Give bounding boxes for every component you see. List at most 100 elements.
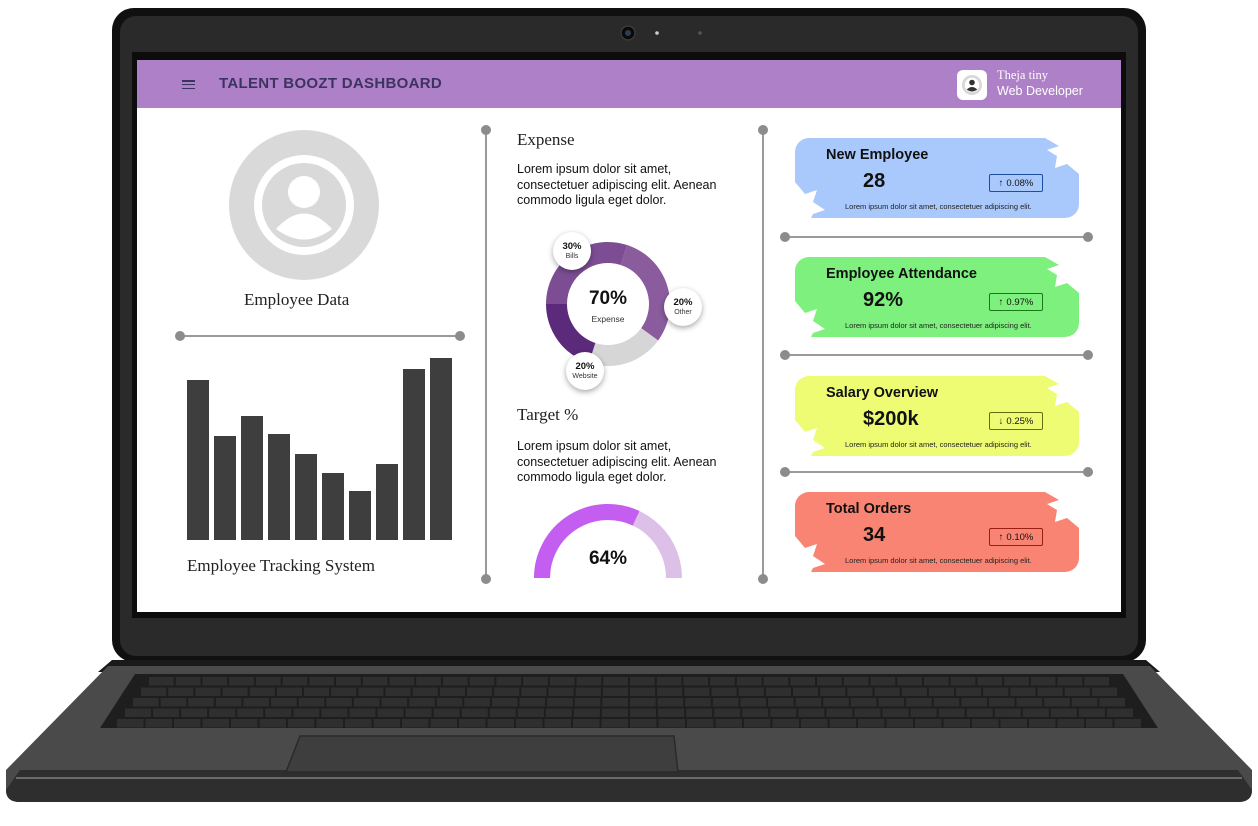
target-text-line: commodo ligula eget dolor.	[517, 470, 667, 484]
keyboard-key	[710, 677, 735, 686]
keyboard-key	[385, 687, 411, 696]
keyboard-key	[1099, 698, 1125, 707]
keyboard-key	[901, 687, 927, 696]
separator-dot	[758, 125, 768, 135]
keyboard-key	[1004, 677, 1029, 686]
menu-icon[interactable]	[182, 80, 195, 90]
card-value: $200k	[863, 408, 919, 430]
change-badge: ↓ 0.25%	[989, 412, 1043, 430]
expense-text-line: consectetuer adipiscing elit. Aenean	[517, 177, 717, 192]
keyboard-key	[601, 719, 628, 728]
keyboard-key	[141, 687, 167, 696]
screen: TALENT BOOZT DASHBOARD Theja tiny Web De…	[137, 60, 1121, 612]
keyboard-key	[1106, 708, 1133, 717]
keyboard-key	[276, 687, 302, 696]
keyboard-key	[972, 719, 999, 728]
app-header: TALENT BOOZT DASHBOARD Theja tiny Web De…	[137, 60, 1121, 108]
keyboard-key	[1050, 708, 1077, 717]
keyboard-key	[549, 677, 575, 686]
keyboard-key	[630, 687, 656, 696]
donut-center-value: 70%	[588, 288, 628, 309]
bar	[241, 416, 263, 540]
donut-label-bills: 30% Bills	[553, 232, 591, 270]
keyboard-key	[977, 677, 1003, 686]
keyboard-key	[523, 677, 548, 686]
keyboard-key	[545, 708, 572, 717]
keyboard-key	[265, 708, 292, 717]
keyboard-key	[188, 698, 214, 707]
keyboard-key	[459, 719, 486, 728]
keyboard-key	[433, 708, 460, 717]
keyboard-key	[928, 687, 954, 696]
keyboard-key	[956, 687, 982, 696]
keyboard-key	[439, 687, 465, 696]
keyboard-key	[202, 719, 229, 728]
divider-dot	[1083, 467, 1093, 477]
keyboard-key	[331, 687, 357, 696]
keyboard-key	[966, 708, 993, 717]
card-value: 28	[863, 170, 886, 192]
keyboard-key	[153, 708, 180, 717]
keyboard-key	[125, 708, 152, 717]
keyboard-key	[175, 677, 201, 686]
keyboard-key	[168, 687, 194, 696]
donut-segment	[588, 328, 659, 366]
keyboard-key	[282, 677, 308, 686]
keyboard-key	[740, 698, 767, 707]
stat-card[interactable]: Total Orders 34 ↑ 0.10% Lorem ipsum dolor si…	[795, 492, 1079, 572]
keyboard-key	[630, 677, 655, 686]
keyboard-key	[994, 708, 1021, 717]
keyboard-key	[229, 677, 254, 686]
stat-card[interactable]: New Employee 28 ↑ 0.08% Lorem ipsum dolor si…	[795, 138, 1079, 218]
keyboard-key	[316, 719, 343, 728]
donut-label-value: 30%	[562, 241, 582, 252]
bar	[214, 436, 236, 540]
stat-card[interactable]: Employee Attendance 92% ↑ 0.97% Lorem ipsum …	[795, 257, 1079, 337]
divider-dot	[780, 467, 790, 477]
keyboard-key	[1022, 708, 1049, 717]
card-star-top	[1045, 257, 1079, 293]
keyboard-key	[683, 677, 709, 686]
keyboard-key	[389, 677, 415, 686]
employee-avatar-icon	[229, 130, 379, 280]
keyboard-key	[517, 708, 544, 717]
keyboard-key	[309, 677, 335, 686]
arrow-down-icon: ↓	[998, 415, 1004, 427]
keyboard-key	[878, 698, 905, 707]
keyboard-key	[353, 698, 380, 707]
target-text: Lorem ipsum dolor sit amet, consectetuer…	[517, 439, 716, 486]
keyboard-key	[255, 677, 281, 686]
card-title: Total Orders	[826, 501, 912, 517]
keyboard-key	[847, 687, 873, 696]
expense-text-line: Lorem ipsum dolor sit amet,	[517, 162, 672, 176]
keyboard-key	[576, 677, 602, 686]
keyboard-key	[744, 719, 771, 728]
keyboard-key	[657, 687, 683, 696]
keyboard-key	[494, 687, 520, 696]
user-avatar-icon	[962, 75, 982, 95]
keyboard-key	[870, 677, 896, 686]
stat-card[interactable]: Salary Overview $200k ↓ 0.25% Lorem ipsum do…	[795, 376, 1079, 456]
user-avatar[interactable]	[957, 70, 987, 100]
keyboard-key	[381, 698, 408, 707]
card-star-decoration	[795, 376, 1079, 456]
keyboard-key	[923, 677, 949, 686]
keyboard-key	[487, 719, 514, 728]
keyboard-key	[489, 708, 516, 717]
keyboard-key	[630, 719, 657, 728]
employee-data-label: Employee Data	[244, 290, 350, 309]
keyboard-key	[149, 677, 174, 686]
card-star-top	[1045, 376, 1079, 412]
donut-label-name: Bills	[565, 253, 579, 260]
user-name: Theja tiny	[997, 68, 1049, 82]
keyboard-key	[829, 719, 856, 728]
keyboard-key	[602, 687, 628, 696]
gauge-value: 64%	[588, 548, 628, 569]
target-text-line: consectetuer adipiscing elit. Aenean	[517, 454, 717, 469]
keyboard-key	[1030, 677, 1056, 686]
keyboard-key	[1044, 698, 1070, 707]
keyboard-key	[1114, 719, 1141, 728]
keyboard-key	[910, 708, 937, 717]
donut-label-value: 20%	[673, 297, 693, 308]
donut-label-name: Website	[572, 373, 598, 380]
